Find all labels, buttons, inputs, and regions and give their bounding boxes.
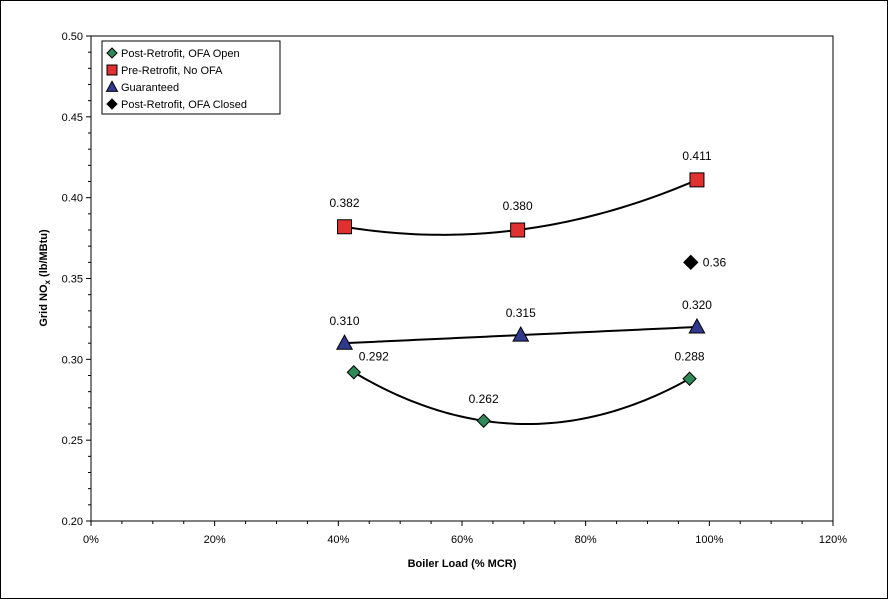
legend-box (101, 40, 281, 115)
data-label: 0.320 (682, 298, 712, 312)
legend-label: Post-Retrofit, OFA Open (121, 48, 240, 60)
y-tick-label: 0.45 (62, 112, 83, 124)
y-axis-title: Grid NOx (lb/MBtu) (38, 229, 52, 327)
data-label: 0.36 (703, 255, 727, 269)
x-tick-label: 60% (451, 534, 473, 546)
y-tick-label: 0.30 (62, 354, 83, 366)
data-label: 0.315 (506, 306, 536, 320)
y-tick-label: 0.35 (62, 274, 83, 286)
legend-marker-diamond (106, 47, 118, 59)
x-tick-label: 0% (83, 534, 99, 546)
y-tick-label: 0.50 (62, 31, 83, 43)
legend-item: Post-Retrofit, OFA Open (106, 47, 240, 60)
triangle-marker (335, 334, 354, 350)
diamond-marker (476, 413, 491, 428)
legend-marker-diamond (106, 98, 118, 110)
legend: Post-Retrofit, OFA Open Pre-Retrofit, No … (101, 40, 281, 115)
diamond-marker (682, 371, 697, 386)
legend-item: Post-Retrofit, OFA Closed (106, 98, 247, 111)
legend-item: Guaranteed (105, 80, 179, 94)
x-tick-label: 80% (575, 534, 597, 546)
data-labels: 0.292 0.262 0.288 0.382 0.380 0.411 0.310 0.315… (330, 149, 727, 406)
y-axis: 0.20 0.25 0.30 0.35 0.40 0.45 0.50 (62, 31, 91, 528)
legend-label: Guaranteed (121, 82, 179, 94)
plot-area (90, 35, 834, 522)
x-tick-label: 120% (819, 534, 847, 546)
diamond-marker (346, 365, 361, 380)
square-marker (689, 172, 705, 188)
square-marker (337, 219, 353, 235)
x-tick-label: 100% (695, 534, 723, 546)
data-label: 0.310 (330, 314, 360, 328)
data-label: 0.288 (675, 350, 705, 364)
y-tick-label: 0.40 (62, 193, 83, 205)
data-markers (335, 172, 706, 428)
triangle-marker (688, 317, 706, 334)
legend-marker-triangle (105, 80, 119, 92)
x-tick-label: 20% (204, 534, 226, 546)
y-tick-label: 0.25 (62, 435, 83, 447)
legend-marker-square (106, 64, 118, 76)
data-label: 0.380 (503, 199, 533, 213)
legend-item: Pre-Retrofit, No OFA (106, 64, 223, 77)
data-label: 0.292 (359, 349, 389, 363)
triangle-marker (512, 325, 530, 342)
y-tick-label: 0.20 (62, 516, 83, 528)
diamond-marker (683, 254, 699, 271)
x-axis-title: Boiler Load (% MCR) (408, 558, 517, 570)
data-label: 0.262 (469, 392, 499, 406)
data-label: 0.411 (682, 149, 711, 163)
legend-label: Post-Retrofit, OFA Closed (121, 99, 247, 111)
trendline (353, 371, 691, 426)
x-tick-label: 40% (327, 534, 349, 546)
square-marker (510, 222, 526, 238)
legend-label: Pre-Retrofit, No OFA (121, 65, 223, 77)
data-label: 0.382 (330, 196, 360, 210)
x-axis: 0% 20% 40% 60% 80% 100% 120% (83, 521, 847, 546)
